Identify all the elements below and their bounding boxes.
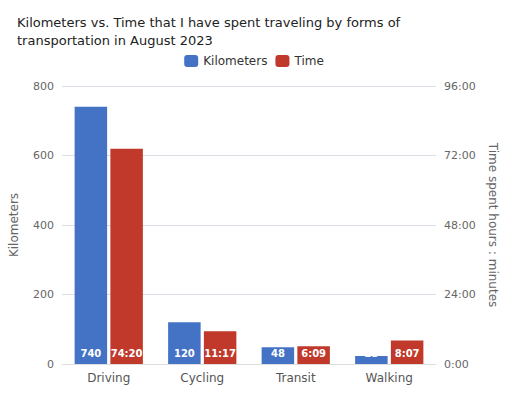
svg-text:23: 23 bbox=[364, 348, 378, 359]
svg-text:Time: Time bbox=[293, 54, 323, 68]
svg-text:Transit: Transit bbox=[275, 371, 316, 385]
svg-text:Kilometers vs. Time that I hav: Kilometers vs. Time that I have spent tr… bbox=[17, 15, 404, 30]
svg-text:11:17: 11:17 bbox=[204, 348, 236, 359]
svg-text:Walking: Walking bbox=[366, 371, 413, 385]
svg-text:Kilometers: Kilometers bbox=[7, 193, 21, 257]
svg-text:48:00: 48:00 bbox=[444, 219, 476, 232]
svg-text:74:20: 74:20 bbox=[111, 348, 143, 359]
svg-text:6:09: 6:09 bbox=[301, 348, 326, 359]
svg-text:96:00: 96:00 bbox=[444, 80, 476, 93]
svg-text:24:00: 24:00 bbox=[444, 288, 476, 301]
svg-text:120: 120 bbox=[174, 348, 195, 359]
svg-text:Kilometers: Kilometers bbox=[203, 54, 267, 68]
svg-text:Driving: Driving bbox=[87, 371, 130, 385]
svg-text:72:00: 72:00 bbox=[444, 149, 476, 162]
svg-text:48: 48 bbox=[271, 348, 285, 359]
svg-text:0:00: 0:00 bbox=[444, 358, 469, 371]
svg-text:transportation in August 2023: transportation in August 2023 bbox=[17, 33, 213, 48]
svg-text:8:07: 8:07 bbox=[395, 348, 420, 359]
svg-text:Cycling: Cycling bbox=[180, 371, 224, 385]
svg-text:Time spent hours : minutes: Time spent hours : minutes bbox=[486, 142, 500, 308]
svg-text:0: 0 bbox=[47, 358, 54, 371]
svg-text:600: 600 bbox=[33, 149, 54, 162]
svg-text:200: 200 bbox=[33, 288, 54, 301]
svg-text:400: 400 bbox=[33, 219, 54, 232]
svg-text:800: 800 bbox=[33, 80, 54, 93]
svg-text:740: 740 bbox=[80, 348, 101, 359]
